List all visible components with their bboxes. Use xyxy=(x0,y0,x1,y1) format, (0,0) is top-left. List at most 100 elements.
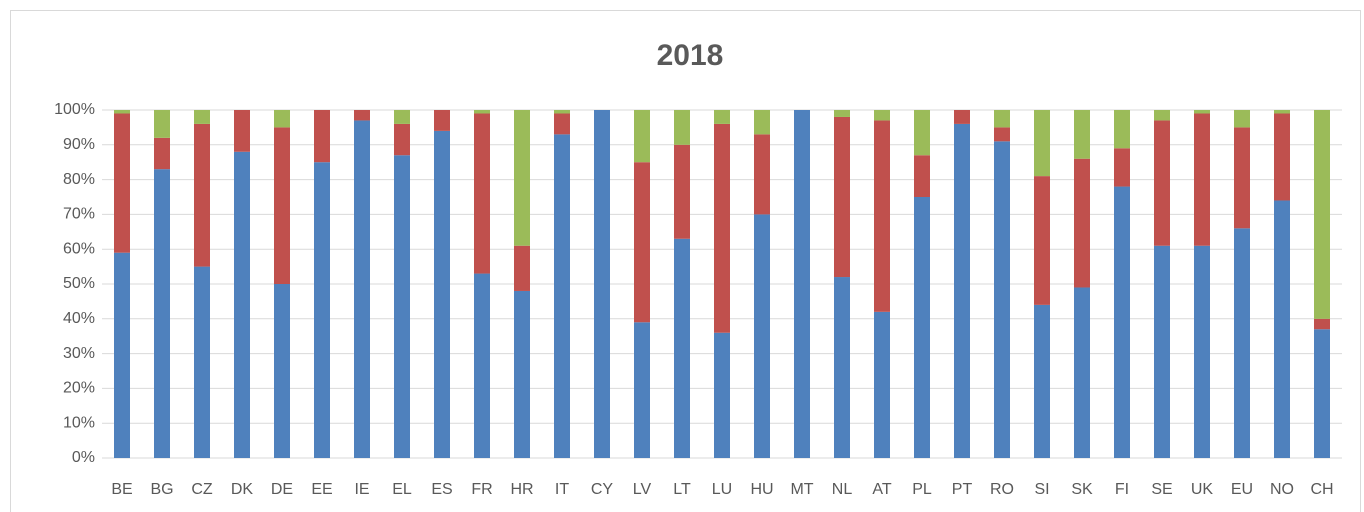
bar-segment xyxy=(474,110,490,114)
y-tick-label: 60% xyxy=(63,240,95,257)
x-tick-label: NL xyxy=(832,481,853,498)
y-tick-label: 30% xyxy=(63,345,95,362)
x-tick-label: CY xyxy=(591,481,614,498)
bar-segment xyxy=(874,311,890,458)
x-tick-label: BG xyxy=(150,481,173,498)
bar-segment xyxy=(1074,287,1090,458)
bar-segment xyxy=(954,123,970,459)
bar-segment xyxy=(834,277,850,458)
x-tick-label: PL xyxy=(912,481,932,498)
bar-segment xyxy=(1034,304,1050,458)
y-tick-label: 0% xyxy=(72,449,95,466)
bar-segment xyxy=(114,252,130,458)
bar-segment xyxy=(1194,245,1210,458)
bar-segment xyxy=(674,144,690,239)
x-tick-label: DE xyxy=(271,481,293,498)
bar-segment xyxy=(1074,158,1090,288)
bar-segment xyxy=(394,123,410,156)
bar-segment xyxy=(1114,110,1130,149)
bar-segment xyxy=(554,134,570,459)
bar-segment xyxy=(114,113,130,253)
bar-segment xyxy=(434,130,450,458)
bar-segment xyxy=(994,141,1010,458)
x-tick-label: FI xyxy=(1115,481,1129,498)
x-tick-label: UK xyxy=(1191,481,1214,498)
bar-segment xyxy=(754,134,770,215)
x-tick-label: LU xyxy=(712,481,732,498)
bar-segment xyxy=(1314,318,1330,330)
x-tick-label: AT xyxy=(872,481,891,498)
bar-segment xyxy=(354,120,370,458)
bar-segment xyxy=(274,127,290,285)
bar-segment xyxy=(314,110,330,163)
bar-segment xyxy=(394,155,410,459)
bar-segment xyxy=(1154,110,1170,121)
x-tick-label: RO xyxy=(990,481,1014,498)
x-tick-label: PT xyxy=(952,481,973,498)
bar-segment xyxy=(1234,228,1250,458)
bar-segment xyxy=(194,123,210,267)
bar-segment xyxy=(834,116,850,278)
x-tick-label: SI xyxy=(1034,481,1049,498)
x-tick-label: FR xyxy=(471,481,492,498)
bar-segment xyxy=(194,110,210,124)
y-tick-label: 10% xyxy=(63,414,95,431)
x-tick-label: SK xyxy=(1071,481,1093,498)
bar-segment xyxy=(234,151,250,458)
bar-segment xyxy=(1274,200,1290,459)
bar-segment xyxy=(594,110,610,458)
bar-segment xyxy=(1194,113,1210,246)
bar-segment xyxy=(834,110,850,117)
bar-segment xyxy=(1234,110,1250,128)
bar-segment xyxy=(1274,110,1290,114)
bar-segment xyxy=(1194,110,1210,114)
bar-segment xyxy=(154,137,170,170)
x-tick-label: EL xyxy=(392,481,412,498)
x-tick-label: HU xyxy=(750,481,773,498)
bar-segment xyxy=(1314,329,1330,458)
bar-segment xyxy=(714,110,730,124)
bar-segment xyxy=(714,332,730,458)
bar-segment xyxy=(1034,110,1050,177)
bar-segment xyxy=(914,110,930,156)
bar-segment xyxy=(274,110,290,128)
x-tick-label: IT xyxy=(555,481,569,498)
x-tick-label: LT xyxy=(673,481,691,498)
bar-segment xyxy=(554,110,570,114)
bar-segment xyxy=(874,110,890,121)
x-tick-label: NO xyxy=(1270,481,1294,498)
bar-segment xyxy=(1314,110,1330,319)
bar-segment xyxy=(1034,176,1050,305)
bar-segment xyxy=(994,110,1010,128)
x-tick-label: BE xyxy=(111,481,132,498)
x-tick-label: HR xyxy=(510,481,533,498)
bar-segment xyxy=(354,110,370,121)
y-tick-label: 50% xyxy=(63,275,95,292)
bar-segment xyxy=(794,110,810,458)
bar-segment xyxy=(954,110,970,124)
x-tick-label: IE xyxy=(354,481,369,498)
bar-segment xyxy=(1114,148,1130,187)
x-tick-label: EE xyxy=(311,481,332,498)
y-tick-label: 70% xyxy=(63,206,95,223)
x-tick-label: MT xyxy=(790,481,813,498)
chart-title: 2018 xyxy=(657,39,724,72)
bar-segment xyxy=(1114,186,1130,458)
bar-segment xyxy=(154,169,170,458)
bar-segment xyxy=(754,214,770,458)
bar-segment xyxy=(434,110,450,131)
bar-segment xyxy=(754,110,770,135)
bar-segment xyxy=(674,110,690,145)
bar-segment xyxy=(514,290,530,458)
bar-segment xyxy=(154,110,170,138)
x-tick-label: DK xyxy=(231,481,254,498)
bar-segment xyxy=(914,155,930,197)
bar-segment xyxy=(994,127,1010,142)
bar-segment xyxy=(1154,120,1170,246)
y-tick-label: 100% xyxy=(54,101,95,118)
x-tick-label: ES xyxy=(431,481,452,498)
bar-segment xyxy=(514,245,530,291)
bar-segment xyxy=(194,266,210,458)
bar-segment xyxy=(1274,113,1290,201)
